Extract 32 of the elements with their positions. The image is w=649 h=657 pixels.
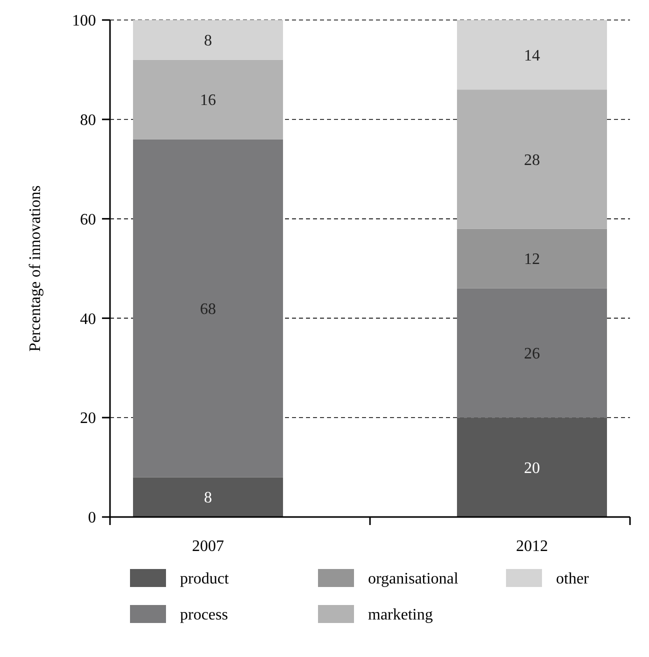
x-tick-label: 2012 <box>516 538 548 555</box>
legend-label: marketing <box>368 606 433 624</box>
data-label: 8 <box>204 32 212 50</box>
bar <box>456 228 607 288</box>
legend-label: other <box>556 570 590 588</box>
legend-label: organisational <box>368 570 459 588</box>
y-tick-label: 80 <box>80 112 96 129</box>
data-label: 8 <box>204 490 212 507</box>
data-label: 14 <box>524 47 540 64</box>
legend-label: product <box>180 570 230 588</box>
bar <box>133 60 284 140</box>
bar <box>133 20 284 60</box>
y-axis-title: Percentage of innovations <box>27 185 44 352</box>
bar <box>456 288 607 418</box>
data-label: 26 <box>524 346 540 363</box>
x-tick-label: 2007 <box>192 538 224 555</box>
legend-label: process <box>180 606 228 624</box>
bar <box>133 139 284 478</box>
bar <box>456 418 607 517</box>
bar <box>456 20 607 90</box>
data-label: 12 <box>524 251 540 268</box>
bar <box>133 477 284 517</box>
data-label: 68 <box>200 300 216 318</box>
bar <box>456 90 607 229</box>
y-tick-label: 100 <box>72 12 96 30</box>
y-tick-label: 0 <box>88 510 96 527</box>
data-label: 28 <box>524 152 540 169</box>
y-tick-label: 20 <box>80 410 96 428</box>
y-tick-label: 40 <box>80 310 96 328</box>
y-tick-label: 60 <box>80 211 96 228</box>
data-label: 16 <box>200 92 216 110</box>
data-label: 20 <box>524 460 540 477</box>
